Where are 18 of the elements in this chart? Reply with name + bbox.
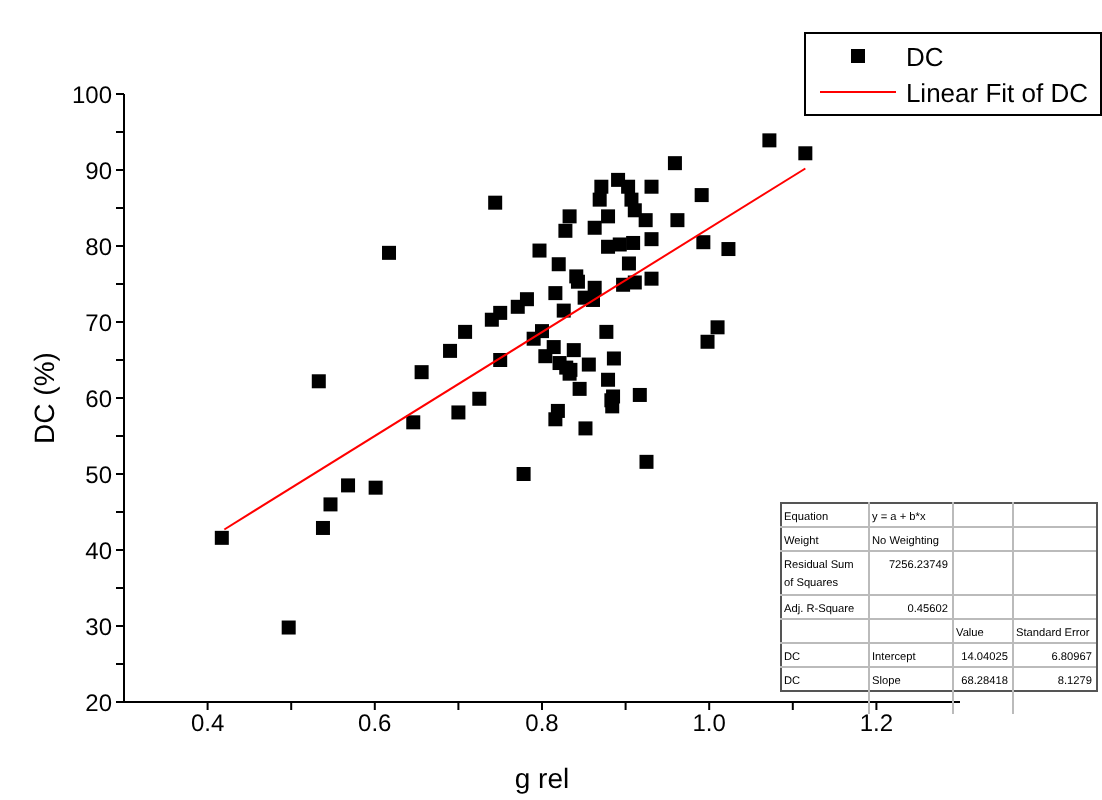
- y-axis-title: DC (%): [28, 352, 60, 444]
- y-tick-label: 90: [85, 156, 113, 185]
- y-tick-label: 30: [85, 612, 113, 641]
- x-tick-label: 1.0: [692, 709, 727, 738]
- y-tick-label: 80: [85, 232, 113, 261]
- y-tick-label: 20: [85, 688, 113, 717]
- x-tick-label: 0.6: [358, 709, 393, 738]
- legend-label: DC: [905, 41, 944, 71]
- y-tick-label: 60: [85, 384, 113, 413]
- x-tick-label: 0.8: [525, 709, 560, 738]
- legend-label: Linear Fit of DC: [905, 77, 1088, 107]
- x-tick-label: 0.4: [190, 709, 225, 738]
- y-tick-label: 50: [85, 460, 113, 489]
- y-tick-label: 40: [85, 536, 113, 565]
- x-tick-label: 1.2: [859, 709, 894, 738]
- x-axis-title: g rel: [514, 762, 570, 794]
- y-tick-label: 70: [85, 308, 113, 337]
- y-tick-label: 100: [71, 80, 113, 109]
